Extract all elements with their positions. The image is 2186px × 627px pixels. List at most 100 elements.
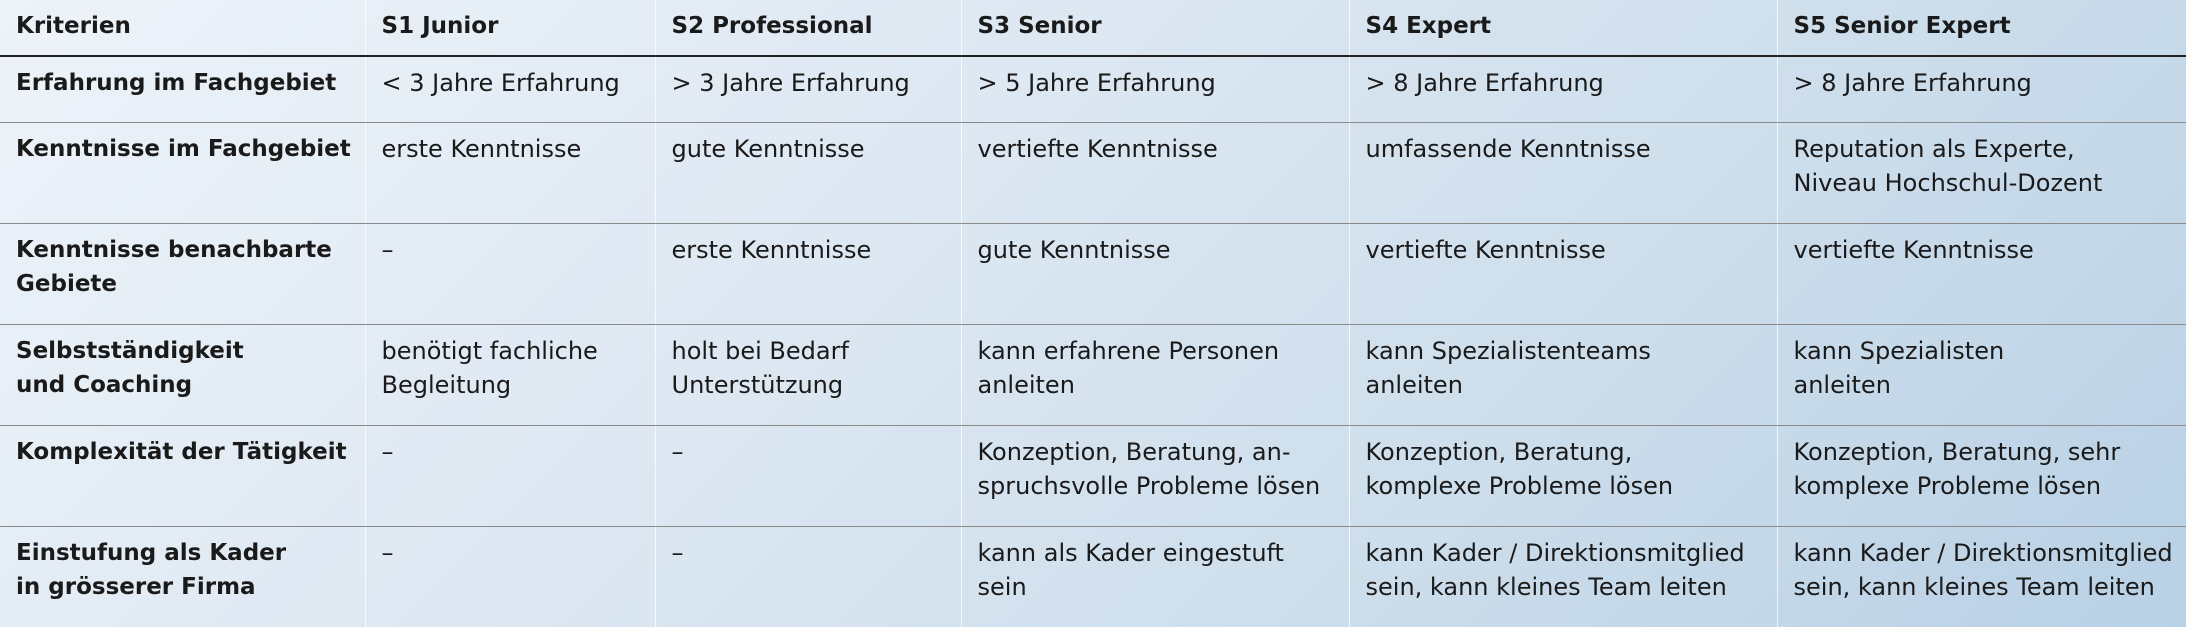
criterion-cell: Einstufung als Kader in grösserer Firma — [0, 526, 365, 627]
cell-line: Konzeption, Beratung, an- — [977, 437, 1291, 466]
criterion-line: und Coaching — [16, 371, 193, 398]
criterion-line: Kenntnisse benachbarte — [16, 236, 332, 263]
cell-line: > 5 Jahre Erfahrung — [977, 69, 1216, 97]
cell-line: anleiten — [1793, 370, 1891, 399]
table-cell: erste Kenntnisse — [654, 223, 961, 325]
table-cell: gute Kenntnisse — [960, 223, 1349, 325]
cell-line: – — [381, 235, 394, 264]
cell-line: kann Kader / Direktionsmitglied — [1365, 538, 1745, 567]
criterion-line: Kenntnisse im Fachgebiet — [16, 135, 351, 162]
table-row: Kenntnisse im Fachgebiet erste Kenntniss… — [0, 122, 2186, 224]
criterion-cell: Erfahrung im Fachgebiet — [0, 56, 365, 123]
table-cell: benötigt fachliche Begleitung — [364, 324, 655, 426]
cell-line: sein — [977, 572, 1027, 601]
table-cell: – — [654, 526, 961, 627]
table-cell: > 3 Jahre Erfahrung — [654, 56, 961, 123]
cell-line: > 8 Jahre Erfahrung — [1365, 69, 1604, 97]
cell-line: komplexe Probleme lösen — [1365, 471, 1674, 500]
cell-line: Reputation als Experte, — [1793, 134, 2075, 163]
table-cell: kann Kader / Direktionsmitglied sein, ka… — [1348, 526, 1777, 627]
cell-line: kann erfahrene Personen — [977, 336, 1280, 365]
criterion-cell: Selbstständigkeit und Coaching — [0, 324, 365, 426]
header-row: Kriterien S1 Junior S2 Professional S3 S… — [0, 0, 2186, 57]
table-cell: kann Kader / Direktionsmitglied sein, ka… — [1776, 526, 2186, 627]
table-cell: erste Kenntnisse — [364, 122, 655, 224]
table-cell: > 8 Jahre Erfahrung — [1776, 56, 2186, 123]
table-cell: vertiefte Kenntnisse — [1776, 223, 2186, 325]
cell-line: erste Kenntnisse — [671, 235, 872, 264]
table-cell: – — [654, 425, 961, 527]
table-cell: > 5 Jahre Erfahrung — [960, 56, 1349, 123]
cell-line: > 8 Jahre Erfahrung — [1793, 69, 2032, 97]
cell-line: anleiten — [977, 370, 1075, 399]
table-cell: umfassende Kenntnisse — [1348, 122, 1777, 224]
cell-line: Niveau Hochschul-Dozent — [1793, 168, 2103, 197]
table-cell: holt bei Bedarf Unterstützung — [654, 324, 961, 426]
table-cell: – — [364, 526, 655, 627]
cell-line: umfassende Kenntnisse — [1365, 134, 1651, 163]
table-row: Einstufung als Kader in grösserer Firma … — [0, 526, 2186, 627]
criterion-line: Gebiete — [16, 270, 118, 297]
table-cell: – — [364, 425, 655, 527]
criterion-line: Selbstständigkeit — [16, 337, 244, 364]
header-s5-senior-expert: S5 Senior Expert — [1776, 0, 2186, 57]
cell-line: vertiefte Kenntnisse — [1365, 235, 1606, 264]
table-cell: Konzeption, Beratung, sehr komplexe Prob… — [1776, 425, 2186, 527]
header-s3-senior: S3 Senior — [960, 0, 1349, 57]
cell-line: Begleitung — [381, 370, 512, 399]
criterion-line: Erfahrung im Fachgebiet — [16, 70, 337, 96]
cell-line: sein, kann kleines Team leiten — [1793, 572, 2155, 601]
header-s1-junior: S1 Junior — [364, 0, 655, 57]
cell-line: vertiefte Kenntnisse — [1793, 235, 2034, 264]
cell-line: gute Kenntnisse — [977, 235, 1171, 264]
cell-line: gute Kenntnisse — [671, 134, 865, 163]
criterion-line: Komplexität der Tätigkeit — [16, 438, 347, 465]
cell-line: – — [381, 437, 394, 466]
criterion-line: Einstufung als Kader — [16, 539, 287, 566]
criterion-cell: Kenntnisse benachbarte Gebiete — [0, 223, 365, 325]
table-cell: kann als Kader eingestuft sein — [960, 526, 1349, 627]
table-cell: kann Spezialisten anleiten — [1776, 324, 2186, 426]
table-row: Komplexität der Tätigkeit – – Konzeption… — [0, 425, 2186, 527]
table-cell: kann erfahrene Personen anleiten — [960, 324, 1349, 426]
cell-line: kann Kader / Direktionsmitglied — [1793, 538, 2173, 567]
cell-line: – — [381, 538, 394, 567]
cell-line: anleiten — [1365, 370, 1463, 399]
table-row: Kenntnisse benachbarte Gebiete – erste K… — [0, 223, 2186, 325]
cell-line: > 3 Jahre Erfahrung — [671, 69, 910, 97]
cell-line: kann als Kader eingestuft — [977, 538, 1284, 567]
header-s2-professional: S2 Professional — [654, 0, 961, 57]
cell-line: – — [671, 437, 684, 466]
criterion-cell: Kenntnisse im Fachgebiet — [0, 122, 365, 224]
table-cell: Reputation als Experte, Niveau Hochschul… — [1776, 122, 2186, 224]
table-cell: < 3 Jahre Erfahrung — [364, 56, 655, 123]
table-cell: vertiefte Kenntnisse — [1348, 223, 1777, 325]
table-cell: > 8 Jahre Erfahrung — [1348, 56, 1777, 123]
cell-line: komplexe Probleme lösen — [1793, 471, 2102, 500]
cell-line: kann Spezialisten — [1793, 336, 2005, 365]
cell-line: – — [671, 538, 684, 567]
criterion-cell: Komplexität der Tätigkeit — [0, 425, 365, 527]
cell-line: spruchsvolle Probleme lösen — [977, 471, 1321, 500]
criterion-line: in grösserer Firma — [16, 573, 256, 600]
table-cell: vertiefte Kenntnisse — [960, 122, 1349, 224]
table-cell: kann Spezialistenteams anleiten — [1348, 324, 1777, 426]
cell-line: < 3 Jahre Erfahrung — [381, 69, 620, 97]
header-s4-expert: S4 Expert — [1348, 0, 1777, 57]
cell-line: holt bei Bedarf — [671, 336, 849, 365]
header-criteria: Kriterien — [0, 0, 365, 57]
table-row: Erfahrung im Fachgebiet < 3 Jahre Erfahr… — [0, 56, 2186, 123]
table-cell: Konzeption, Beratung, komplexe Probleme … — [1348, 425, 1777, 527]
cell-line: vertiefte Kenntnisse — [977, 134, 1218, 163]
table-cell: gute Kenntnisse — [654, 122, 961, 224]
table-row: Selbstständigkeit und Coaching benötigt … — [0, 324, 2186, 426]
cell-line: erste Kenntnisse — [381, 134, 582, 163]
table-cell: Konzeption, Beratung, an- spruchsvolle P… — [960, 425, 1349, 527]
cell-line: kann Spezialistenteams — [1365, 336, 1651, 365]
cell-line: sein, kann kleines Team leiten — [1365, 572, 1727, 601]
cell-line: Konzeption, Beratung, sehr — [1793, 437, 2121, 466]
cell-line: benötigt fachliche — [381, 336, 598, 365]
cell-line: Konzeption, Beratung, — [1365, 437, 1633, 466]
